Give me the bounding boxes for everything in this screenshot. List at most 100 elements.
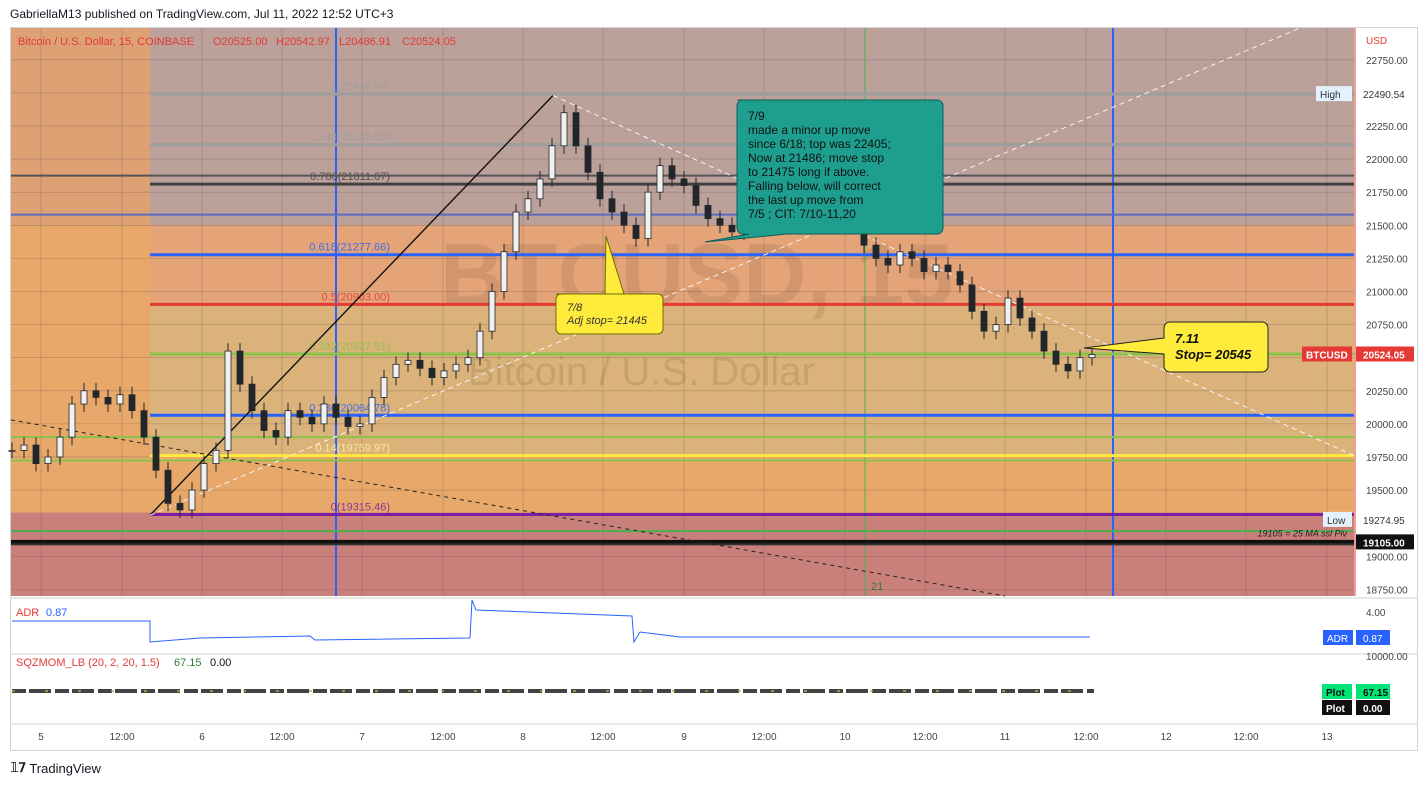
sqzmom-tag-label: Plot <box>1326 704 1346 715</box>
symbol-name: Bitcoin / U.S. Dollar, 15, COINBASE <box>18 36 194 48</box>
adr-name: ADR <box>16 607 39 619</box>
candle-body <box>176 502 184 511</box>
price-tag-value-bg <box>1356 534 1414 550</box>
sqzmom-tag-value-bg <box>1356 684 1390 699</box>
adr-axis-label: 4.00 <box>1366 608 1386 619</box>
candle-body <box>596 171 604 200</box>
candle-body <box>464 357 472 365</box>
note-78-line: Adj stop= 21445 <box>566 315 648 327</box>
ma-level-label: 19105 = 25 MA ssl Piv <box>1258 528 1348 538</box>
note-79-line: Now at 21486; move stop <box>748 151 884 165</box>
candle-body <box>116 394 124 405</box>
candle-body <box>716 218 724 226</box>
adr-tag-label: ADR <box>1327 634 1348 645</box>
y-tick-label: 20000.00 <box>1366 420 1408 431</box>
x-tick-label: 6 <box>199 732 205 743</box>
candle-body <box>1076 357 1084 372</box>
candle-body <box>392 363 400 378</box>
fib-level-label: 0.618(21277.66) <box>309 242 390 254</box>
candle-body <box>512 211 520 253</box>
note-78-line: 7/8 <box>567 302 583 314</box>
price-tag-value-bg <box>1356 86 1414 102</box>
ohlc-o: O20525.00 <box>213 36 267 48</box>
footer-brand[interactable]: 𝟙𝟩 TradingView <box>10 760 101 776</box>
candle-body <box>128 394 136 412</box>
candle-body <box>284 410 292 438</box>
y-tick-label: 21000.00 <box>1366 287 1408 298</box>
watermark-name: Bitcoin / U.S. Dollar <box>468 350 815 394</box>
x-tick-label: 12:00 <box>109 732 134 743</box>
tradingview-logo-icon: 𝟙𝟩 <box>10 760 26 775</box>
candle-body <box>428 367 436 378</box>
x-tick-label: 12:00 <box>1233 732 1258 743</box>
candle-body <box>356 423 364 427</box>
candle-body <box>272 430 280 438</box>
candle-body <box>80 390 88 405</box>
candle-body <box>944 264 952 273</box>
ohlc-l: L20486.91 <box>339 36 391 48</box>
x-tick-label: 12:00 <box>269 732 294 743</box>
x-tick-label: 9 <box>681 732 687 743</box>
note-711-bubble <box>1083 321 1269 373</box>
sqzmom-value-2: 0.00 <box>210 657 231 669</box>
candle-body <box>20 444 28 451</box>
candle-body <box>452 363 460 372</box>
candle-body <box>416 359 424 369</box>
trend-line-up <box>149 95 554 516</box>
sqzmom-axis-label: 10000.00 <box>1366 652 1408 663</box>
candle-body <box>620 211 628 226</box>
x-tick-label: 12:00 <box>1073 732 1098 743</box>
candle-body <box>1004 297 1012 325</box>
candle-body <box>572 112 580 147</box>
price-tag-label: Low <box>1327 516 1346 527</box>
note-711-line: Stop= 20545 <box>1175 347 1252 362</box>
candle-body <box>92 390 100 398</box>
x-tick-label: 10 <box>839 732 851 743</box>
candle-body <box>656 165 664 193</box>
note-78-bubble <box>555 235 664 335</box>
price-tag-label-bg <box>1302 346 1352 362</box>
x-tick-label: 7 <box>359 732 365 743</box>
candle-body <box>932 264 940 273</box>
candle-body <box>236 350 244 385</box>
candle-body <box>1040 330 1048 352</box>
x-tick-label: 12:00 <box>430 732 455 743</box>
y-tick-label: 21250.00 <box>1366 254 1408 265</box>
candle-body <box>308 416 316 425</box>
candle-body <box>332 403 340 418</box>
price-tag-value-bg <box>1356 511 1414 527</box>
price-tag-value: 20524.05 <box>1363 350 1405 361</box>
y-tick-label: 21750.00 <box>1366 188 1408 199</box>
candle-body <box>560 112 568 147</box>
candle-body <box>440 370 448 378</box>
note-79-line: 7/9 <box>748 109 765 123</box>
candle-body <box>548 145 556 180</box>
adr-line <box>12 599 1090 644</box>
price-tag-label: High <box>1320 90 1341 101</box>
candle-body <box>668 165 676 180</box>
adr-value: 0.87 <box>46 607 67 619</box>
price-tag-value: 22490.54 <box>1363 90 1405 101</box>
candle-body <box>872 244 880 259</box>
candle-body <box>632 224 640 239</box>
note-79-line: since 6/18; top was 22405; <box>748 137 891 151</box>
candle-body <box>608 198 616 213</box>
candle-body <box>44 456 52 464</box>
candle-body <box>164 469 172 504</box>
candle-body <box>896 251 904 266</box>
candle-body <box>8 449 16 452</box>
price-tag-value: 19105.00 <box>1363 538 1405 549</box>
channel-line-dashed <box>149 27 1301 516</box>
candle-body <box>212 449 220 464</box>
candle-body <box>980 310 988 332</box>
x-tick-label: 11 <box>1000 732 1011 743</box>
note-79-line: to 21475 long if above. <box>748 165 869 179</box>
y-tick-label: 22750.00 <box>1366 56 1408 67</box>
support-line-dashed <box>10 419 1006 597</box>
x-tick-label: 8 <box>520 732 526 743</box>
candle-body <box>1052 350 1060 365</box>
candle-body <box>224 350 232 451</box>
chart-frame <box>10 27 1418 751</box>
candle-body <box>260 410 268 431</box>
